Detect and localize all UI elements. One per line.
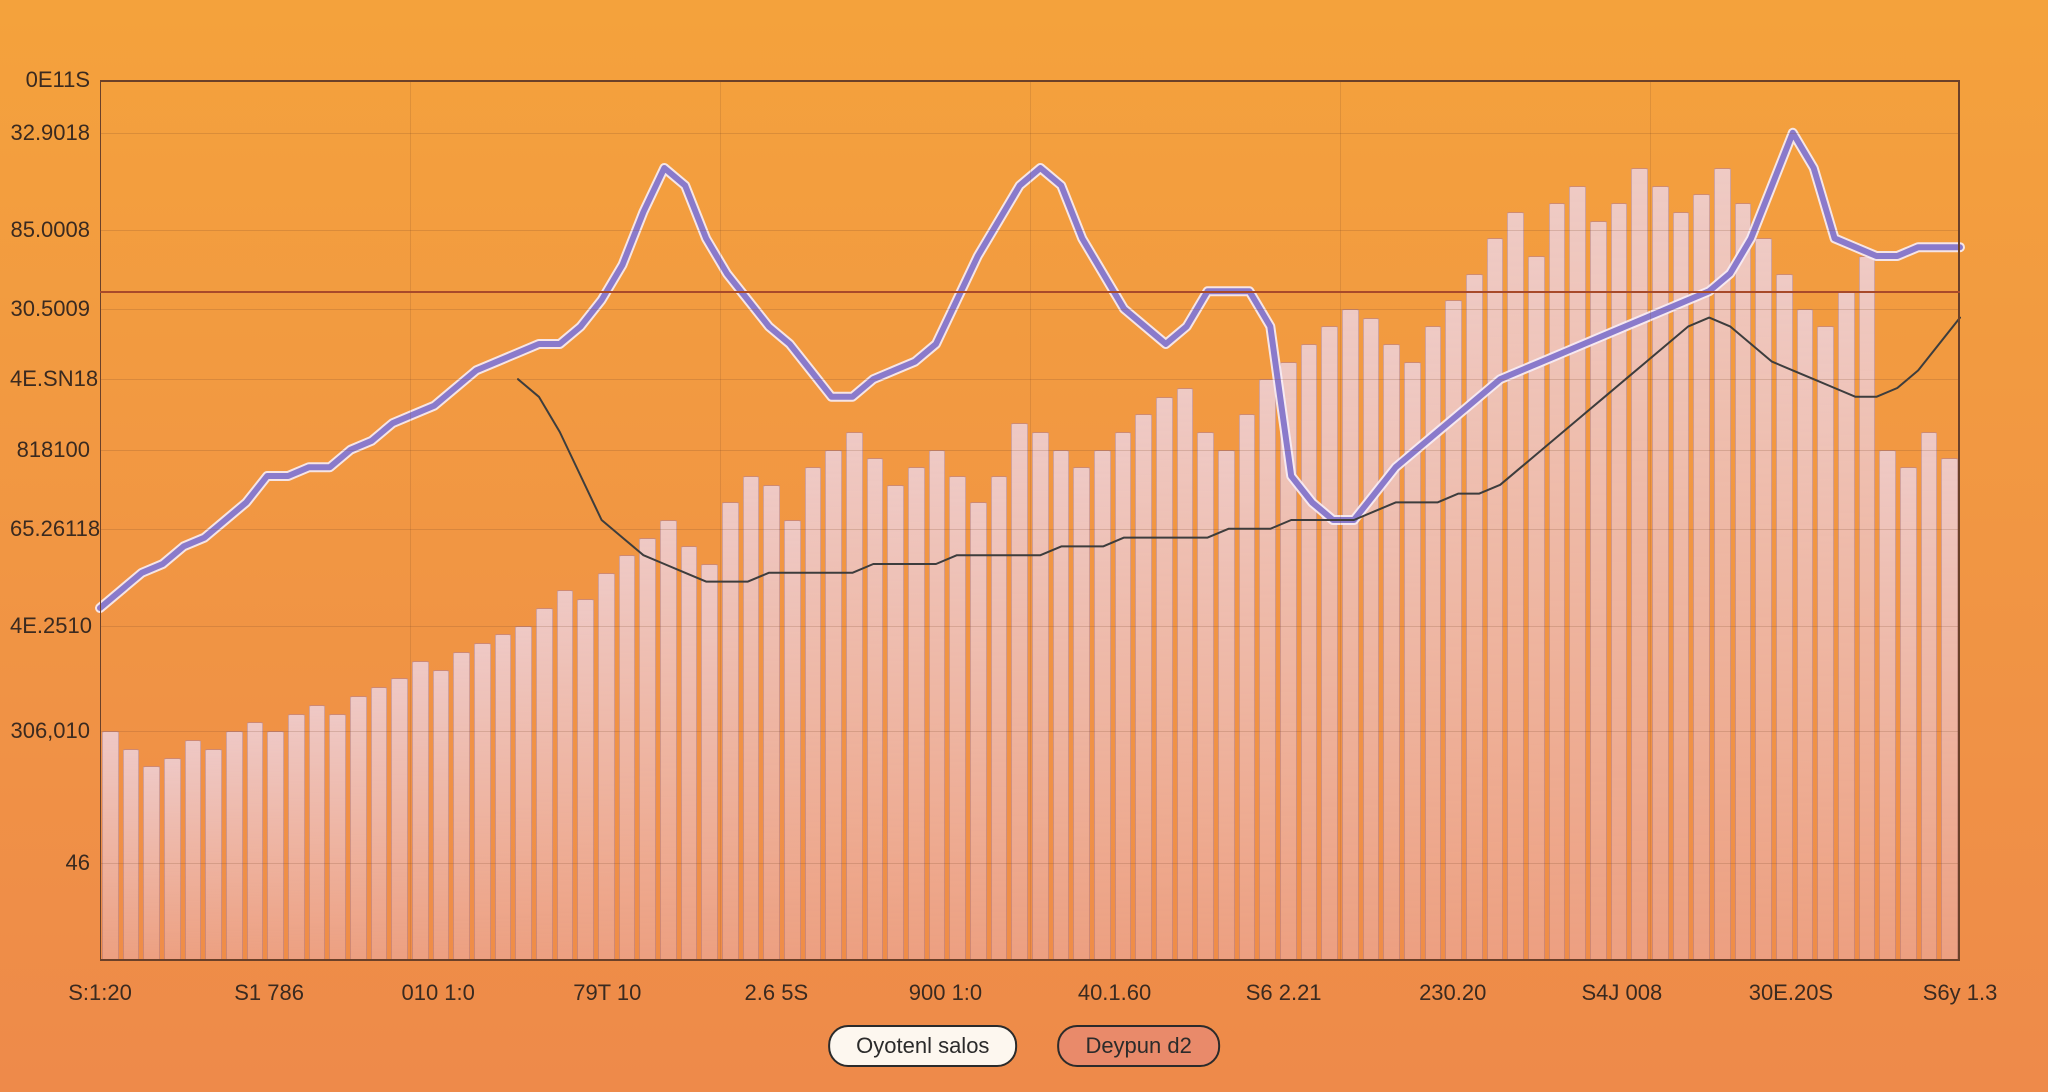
x-axis-tick-label: 40.1.60: [1078, 980, 1151, 1006]
x-axis-tick-label: S6y 1.3: [1923, 980, 1998, 1006]
x-axis-tick-label: 30E.20S: [1749, 980, 1833, 1006]
x-axis-tick-label: 900 1:0: [909, 980, 982, 1006]
y-axis-tick-label: 32.9018: [10, 120, 90, 146]
gridline-vertical: [1650, 80, 1651, 960]
x-axis-tick-label: S4J 008: [1581, 980, 1662, 1006]
x-axis-tick-label: 2.6 5S: [745, 980, 809, 1006]
x-axis-tick-label: 79T 10: [573, 980, 641, 1006]
legend-item[interactable]: Deypun d2: [1057, 1025, 1219, 1067]
y-axis-tick-label: 46: [10, 850, 90, 876]
y-axis-tick-label: 0E11S: [10, 67, 90, 93]
x-axis-tick-label: 010 1:0: [401, 980, 474, 1006]
legend: Oyotenl salos Deypun d2: [828, 1025, 1220, 1067]
chart-root: 0E11S 32.9018 85.0008 30.5009 4E.SN18 818100 6…: [0, 0, 2048, 1092]
gridline-vertical: [1340, 80, 1341, 960]
y-axis-tick-label: 818100: [10, 437, 90, 463]
gridline-vertical: [1030, 80, 1031, 960]
gridline-vertical: [720, 80, 721, 960]
plot-border: [100, 80, 101, 960]
plot-area: [100, 80, 1960, 960]
y-axis-tick-label: 4E.2510: [10, 613, 90, 639]
legend-label: Deypun d2: [1085, 1033, 1191, 1059]
plot-border: [1958, 80, 1960, 960]
y-axis-tick-label: 65.26118: [10, 516, 90, 542]
y-axis-tick-label: 4E.SN18: [10, 366, 90, 392]
reference-line: [100, 291, 1960, 293]
x-axis-tick-label: S:1:20: [68, 980, 132, 1006]
x-axis-tick-label: 230.20: [1419, 980, 1486, 1006]
gridline-vertical: [410, 80, 411, 960]
legend-label: Oyotenl salos: [856, 1033, 989, 1059]
legend-item[interactable]: Oyotenl salos: [828, 1025, 1017, 1067]
y-axis-tick-label: 85.0008: [10, 217, 90, 243]
y-axis-tick-label: 30.5009: [10, 296, 90, 322]
x-axis-tick-label: S6 2.21: [1246, 980, 1322, 1006]
x-axis-tick-label: S1 786: [234, 980, 304, 1006]
y-axis-tick-label: 306,010: [10, 718, 90, 744]
